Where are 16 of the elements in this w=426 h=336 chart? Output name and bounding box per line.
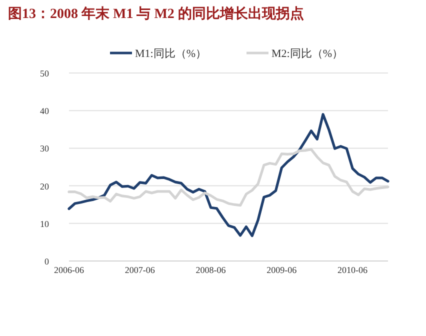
line-series xyxy=(68,113,390,238)
x-tick-label: 2009-06 xyxy=(266,265,298,275)
legend-label: M1:同比（%） xyxy=(135,47,206,60)
y-tick-label: 40 xyxy=(40,106,50,116)
x-tick-label: 2008-06 xyxy=(196,265,226,275)
y-tick-label: 20 xyxy=(40,181,50,192)
y-tick-label: 0 xyxy=(44,256,50,266)
legend-label: M2:同比（%） xyxy=(272,47,343,60)
x-tick-label: 2010-06 xyxy=(338,265,368,275)
x-tick-label: 2006-06 xyxy=(54,265,84,275)
line-series xyxy=(68,148,390,207)
y-tick-label: 30 xyxy=(40,144,50,154)
chart-title: 图13：2008 年末 M1 与 M2 的同比增长出现拐点 xyxy=(8,6,304,22)
x-tick-label: 2007-06 xyxy=(124,265,156,275)
y-tick-label: 10 xyxy=(40,218,50,229)
y-tick-label: 50 xyxy=(40,68,50,78)
